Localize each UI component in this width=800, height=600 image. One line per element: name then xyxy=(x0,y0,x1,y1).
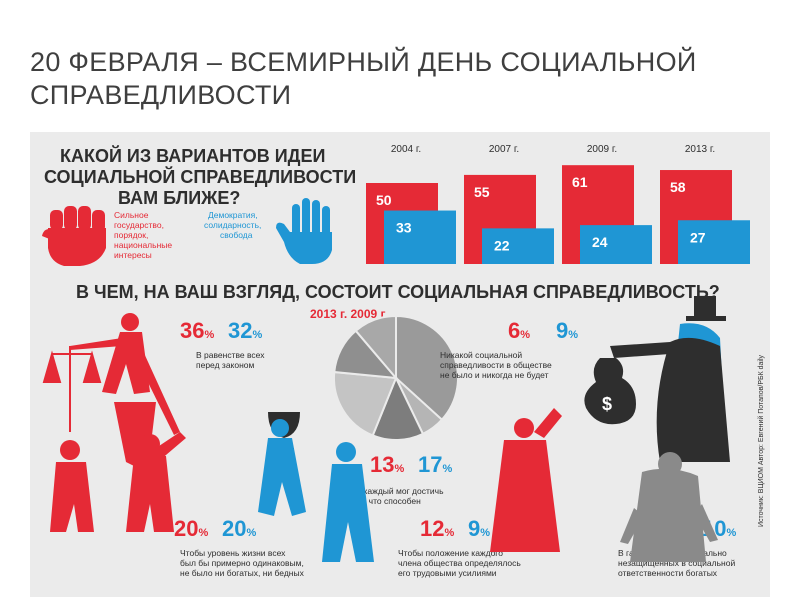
bar-blue-0 xyxy=(384,210,456,264)
crowd-figures-icon xyxy=(50,408,718,562)
svg-text:порядок,: порядок, xyxy=(114,230,148,240)
question2-title-text: В ЧЕМ, НА ВАШ ВЗГЛЯД, СОСТОИТ СОЦИАЛЬНАЯ… xyxy=(76,282,720,302)
slice-value-2009-2: 17% xyxy=(418,452,452,477)
slice-value-2009-1: 9% xyxy=(556,318,578,343)
pie-slice-5 xyxy=(354,314,397,381)
pie-chart xyxy=(333,314,459,441)
slice-label-4: Чтобы положение каждого члена общества оп… xyxy=(398,548,521,578)
bar-blue-label-0: 33 xyxy=(396,220,412,236)
slice-value-2013-2: 13% xyxy=(370,452,404,477)
svg-text:национальные: национальные xyxy=(114,240,172,250)
slice-value-2009-0: 32% xyxy=(228,318,262,343)
question1-line-1: КАКОЙ ИЗ ВАРИАНТОВ ИДЕИ xyxy=(60,145,325,166)
svg-text:государство,: государство, xyxy=(114,220,164,230)
slice-value-2009-4: 9% xyxy=(468,516,490,541)
infographic: КАКОЙ ИЗ ВАРИАНТОВ ИДЕИ СОЦИАЛЬНОЙ СПРАВ… xyxy=(30,132,770,597)
bar-blue-label-3: 27 xyxy=(690,229,706,245)
slice-label-3: Чтобы уровень жизни всех был бы примерно … xyxy=(180,548,305,578)
slice-label-0: В равенстве всех перед законом xyxy=(196,350,265,370)
pie-slice-0 xyxy=(395,314,459,422)
bar-blue-2 xyxy=(580,225,652,264)
open-hand-icon xyxy=(276,198,332,264)
bar-red-label-2: 61 xyxy=(572,174,588,190)
slice-label-1: Никакой социальной справедливости в общес… xyxy=(440,350,552,380)
bar-category-label-3: 2013 г. xyxy=(685,144,715,155)
slice-value-2013-1: 6% xyxy=(508,318,530,343)
bar-category-label-0: 2004 г. xyxy=(391,144,421,155)
infographic-canvas: КАКОЙ ИЗ ВАРИАНТОВ ИДЕИ СОЦИАЛЬНОЙ СПРАВ… xyxy=(42,144,765,578)
svg-text:свобода: свобода xyxy=(220,230,253,240)
slice-label-2: Чтобы каждый мог достичь того, на что спо… xyxy=(336,486,444,506)
pie-slice-3 xyxy=(333,370,398,437)
svg-text:Демократия,: Демократия, xyxy=(208,210,258,220)
bar-red-label-1: 55 xyxy=(474,184,490,200)
red-option-label: Сильное государство, порядок, национальн… xyxy=(114,210,172,260)
slice-value-2013-4: 12% xyxy=(420,516,454,541)
scales-icon xyxy=(42,346,102,432)
fist-icon xyxy=(42,206,106,266)
svg-text:$: $ xyxy=(602,394,612,414)
svg-text:интересы: интересы xyxy=(114,250,152,260)
slide-title: 20 февраля – Всемирный день социальной с… xyxy=(30,47,697,110)
source-credit: Источник: ВЦИОМ Автор: Евгений Потапов/Р… xyxy=(757,354,765,527)
svg-text:Сильное: Сильное xyxy=(114,210,149,220)
bar-blue-1 xyxy=(482,228,554,264)
bar-category-label-1: 2007 г. xyxy=(489,144,519,155)
pie-years-label: 2013 г. 2009 г. xyxy=(310,307,388,321)
blue-option-label: Демократия, солидарность, свобода xyxy=(204,210,261,240)
money-bag-icon: $ xyxy=(584,358,636,425)
bar-red-label-0: 50 xyxy=(376,192,392,208)
slice-value-2013-0: 36% xyxy=(180,318,214,343)
justice-statue-icon xyxy=(70,313,186,472)
top-hat-figure-icon xyxy=(610,296,730,462)
svg-text:солидарность,: солидарность, xyxy=(204,220,261,230)
bar-blue-3 xyxy=(678,220,750,264)
bar-category-label-2: 2009 г. xyxy=(587,144,617,155)
question1-line-3: ВАМ БЛИЖЕ? xyxy=(118,188,240,208)
question1-line-2: СОЦИАЛЬНОЙ СПРАВЕДЛИВОСТИ xyxy=(44,166,356,187)
bar-red-label-3: 58 xyxy=(670,179,686,195)
slice-value-2013-3: 20% xyxy=(174,516,208,541)
slice-value-2009-3: 20% xyxy=(222,516,256,541)
question1-title: КАКОЙ ИЗ ВАРИАНТОВ ИДЕИ СОЦИАЛЬНОЙ СПРАВ… xyxy=(44,145,356,208)
question2-title: В ЧЕМ, НА ВАШ ВЗГЛЯД, СОСТОИТ СОЦИАЛЬНАЯ… xyxy=(76,282,720,302)
bar-blue-label-1: 22 xyxy=(494,237,510,253)
bar-blue-label-2: 24 xyxy=(592,234,608,250)
